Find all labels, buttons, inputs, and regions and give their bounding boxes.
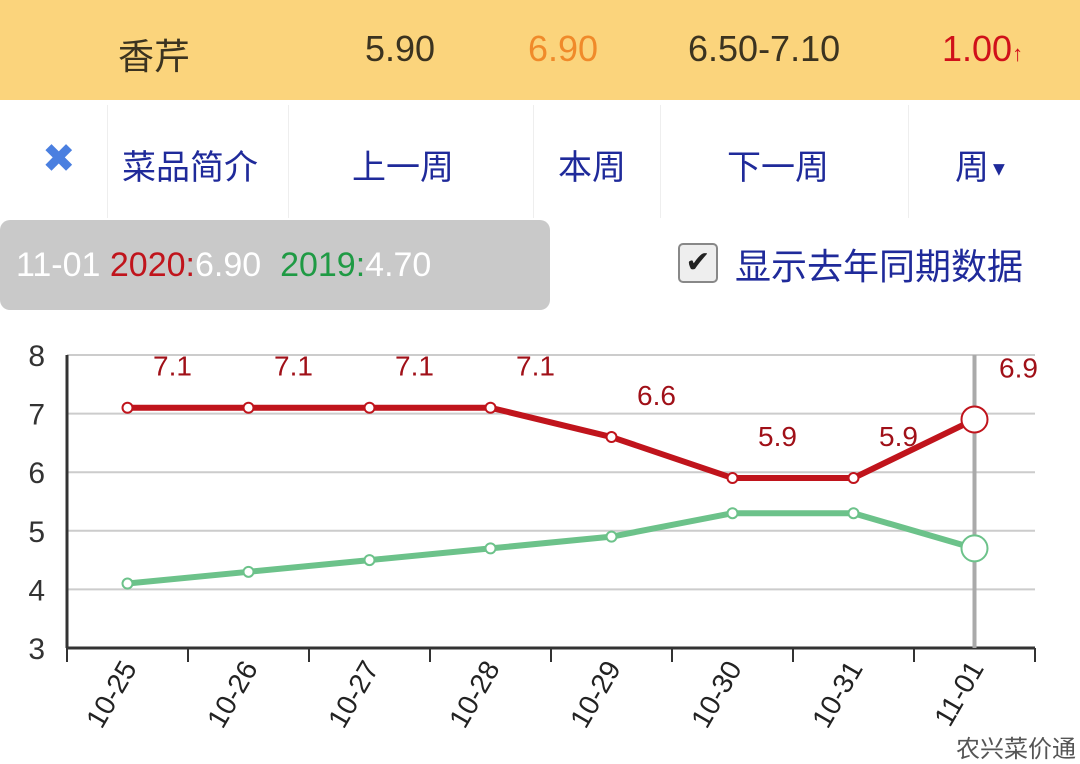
data-label: 5.9	[879, 421, 918, 452]
caret-down-icon: ▼	[989, 158, 1009, 181]
vegetable-name: 香芹	[118, 36, 191, 77]
data-point-2020	[960, 405, 989, 434]
y-tick-label: 7	[28, 399, 45, 432]
tooltip-year-2020: 2020:	[109, 246, 195, 284]
data-point-2020	[605, 431, 618, 444]
tooltip: 11-01 2020:6.90 2019:4.70	[0, 220, 550, 310]
x-tick-label: 10-30	[685, 656, 748, 734]
data-point-2019	[121, 577, 134, 590]
x-tick-label: 10-26	[201, 656, 264, 734]
series-line-2019	[127, 510, 976, 587]
x-tick-label: 11-01	[928, 656, 990, 732]
data-point-2019	[484, 542, 497, 555]
series-line-2020	[127, 404, 976, 482]
data-point-2020	[726, 472, 739, 485]
change-value: 1.00	[942, 28, 1013, 69]
price-low: 5.90	[365, 28, 436, 69]
tooltip-year-2019: 2019:	[280, 246, 366, 284]
nav-bar: ✖ 菜品简介 上一周 本周 下一周 周▼	[0, 100, 1080, 218]
close-icon[interactable]: ✖	[42, 137, 76, 181]
data-point-2019	[242, 565, 255, 578]
compare-checkbox[interactable]: ✔	[678, 243, 718, 283]
data-point-2019	[605, 530, 618, 543]
tooltip-date: 11-01	[16, 246, 101, 284]
data-point-2019	[847, 507, 860, 520]
next-week-button[interactable]: 下一周	[727, 149, 829, 187]
x-tick-label: 10-29	[564, 656, 627, 734]
data-point-2020	[121, 401, 134, 414]
watermark: 农兴菜价通	[956, 736, 1076, 763]
data-label: 6.6	[637, 380, 676, 411]
period-label: 周	[955, 149, 989, 187]
this-week-button[interactable]: 本周	[558, 149, 626, 187]
prev-week-button[interactable]: 上一周	[352, 149, 454, 187]
data-label: 7.1	[153, 351, 192, 382]
price-header: 香芹 5.90 6.90 6.50-7.10 1.00↑	[0, 0, 1080, 100]
data-point-2020	[363, 401, 376, 414]
y-tick-label: 8	[28, 340, 45, 373]
data-label: 6.9	[999, 352, 1038, 383]
y-tick-label: 6	[28, 457, 45, 490]
y-tick-label: 5	[28, 516, 45, 549]
price-change: 1.00↑	[942, 28, 1023, 70]
compare-label[interactable]: 显示去年同期数据	[735, 246, 1024, 287]
period-select[interactable]: 周▼	[955, 140, 1009, 189]
data-label: 7.1	[274, 351, 313, 382]
data-point-2020	[847, 472, 860, 485]
data-point-2019	[960, 534, 989, 563]
y-tick-label: 4	[28, 574, 45, 607]
data-point-2020	[242, 401, 255, 414]
intro-button[interactable]: 菜品简介	[122, 149, 258, 187]
x-tick-label: 10-28	[443, 656, 506, 734]
data-point-2020	[484, 401, 497, 414]
x-tick-label: 10-25	[80, 656, 143, 734]
price-current: 6.90	[528, 28, 599, 69]
x-tick-label: 10-27	[322, 656, 385, 734]
y-tick-label: 3	[28, 633, 45, 666]
arrow-up-icon: ↑	[1012, 41, 1024, 66]
data-point-2019	[726, 507, 739, 520]
data-label: 7.1	[516, 351, 555, 382]
data-label: 7.1	[395, 351, 434, 382]
tooltip-value-2020: 6.90	[194, 246, 262, 284]
tooltip-value-2019: 4.70	[365, 246, 432, 284]
price-range: 6.50-7.10	[688, 28, 841, 69]
x-tick-label: 10-31	[806, 656, 869, 734]
data-label: 5.9	[758, 421, 797, 452]
data-point-2019	[363, 554, 376, 567]
